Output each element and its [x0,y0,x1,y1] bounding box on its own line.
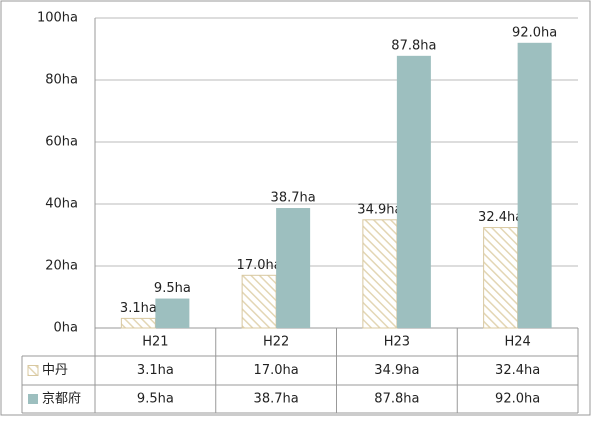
value-label: 87.8ha [391,38,436,53]
value-label: 9.5ha [154,281,191,296]
table-cell: 3.1ha [137,363,174,378]
table-cell: 17.0ha [254,363,299,378]
bar [396,55,431,328]
x-tick-label: H21 [142,335,168,350]
value-label: 34.9ha [357,202,402,217]
bar [276,208,311,328]
table-cell: 32.4ha [495,363,540,378]
y-tick-label: 100ha [37,11,78,26]
x-tick-label: H22 [263,335,289,350]
frame [0,0,591,416]
legend-swatch [27,365,39,376]
x-tick-label: H24 [504,335,530,350]
y-tick-label: 80ha [45,73,78,88]
table-cell: 92.0ha [495,392,540,407]
legend-label: 京都府 [42,392,81,407]
table-cell: 9.5ha [137,392,174,407]
legend-swatch [28,394,38,404]
value-label: 17.0ha [237,258,282,273]
bar [155,298,190,328]
value-label: 32.4ha [478,210,523,225]
y-tick-label: 60ha [45,135,78,150]
y-tick-label: 20ha [45,259,78,274]
table-cell: 34.9ha [374,363,419,378]
legend-label: 中丹 [42,363,68,378]
table-cell: 87.8ha [374,392,419,407]
bar [517,42,552,329]
y-tick-label: 0ha [54,321,78,336]
value-label: 3.1ha [120,301,157,316]
bar [241,274,277,329]
y-tick-label: 40ha [45,197,78,212]
bar [120,317,156,329]
x-tick-label: H23 [384,335,410,350]
table-cell: 38.7ha [254,392,299,407]
value-label: 92.0ha [512,25,557,40]
bar [483,227,519,329]
bar [362,219,398,329]
value-label: 38.7ha [271,191,316,206]
